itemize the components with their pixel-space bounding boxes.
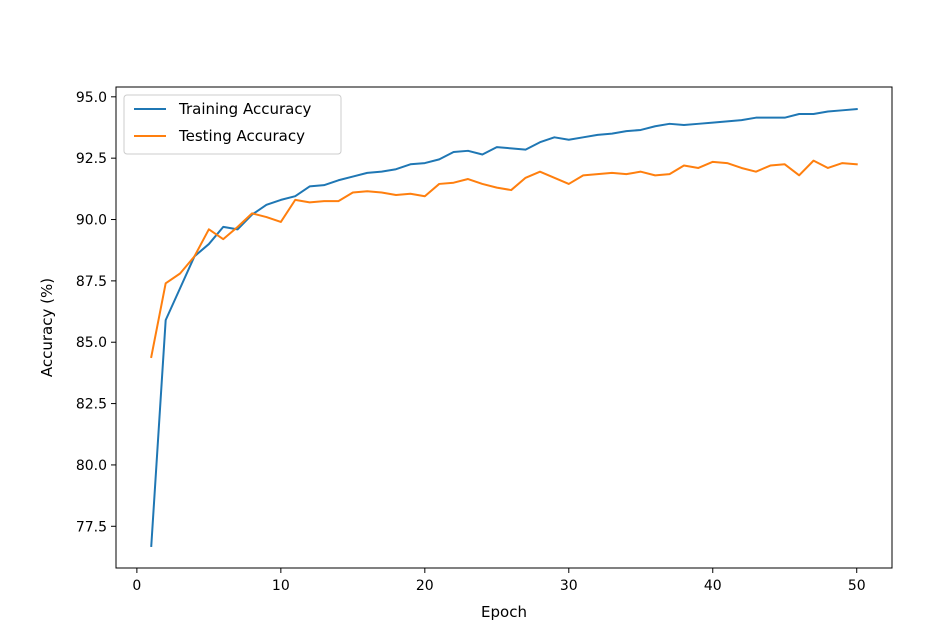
y-tick-label: 80.0 [76, 458, 107, 474]
x-tick-label: 10 [272, 578, 290, 594]
y-tick-label: 85.0 [76, 335, 107, 351]
y-tick-label: 82.5 [76, 397, 107, 413]
y-tick-label: 95.0 [76, 90, 107, 106]
series-layer [150, 108, 858, 547]
x-tick-label: 0 [132, 578, 141, 594]
legend: Training Accuracy Testing Accuracy [123, 94, 342, 155]
legend-label: Training Accuracy [178, 100, 312, 118]
y-tick-label: 87.5 [76, 274, 107, 290]
y-axis-ticks: 77.5 80.0 82.5 85.0 87.5 90.0 92.5 95.0 [76, 90, 116, 535]
series-line-testing-accuracy [150, 159, 858, 359]
x-axis-label: Epoch [481, 603, 527, 621]
legend-label: Testing Accuracy [178, 127, 305, 145]
x-tick-label: 20 [416, 578, 434, 594]
axes-frame [115, 86, 893, 569]
y-tick-label: 92.5 [76, 151, 107, 167]
y-tick-label: 77.5 [76, 519, 107, 535]
x-tick-label: 40 [704, 578, 722, 594]
x-tick-label: 30 [560, 578, 578, 594]
x-axis-ticks: 0 10 20 30 40 50 [132, 568, 866, 594]
y-tick-label: 90.0 [76, 213, 107, 229]
series-line-training-accuracy [150, 108, 858, 547]
y-axis-label: Accuracy (%) [38, 278, 56, 377]
x-tick-label: 50 [848, 578, 866, 594]
legend-box [123, 94, 342, 155]
